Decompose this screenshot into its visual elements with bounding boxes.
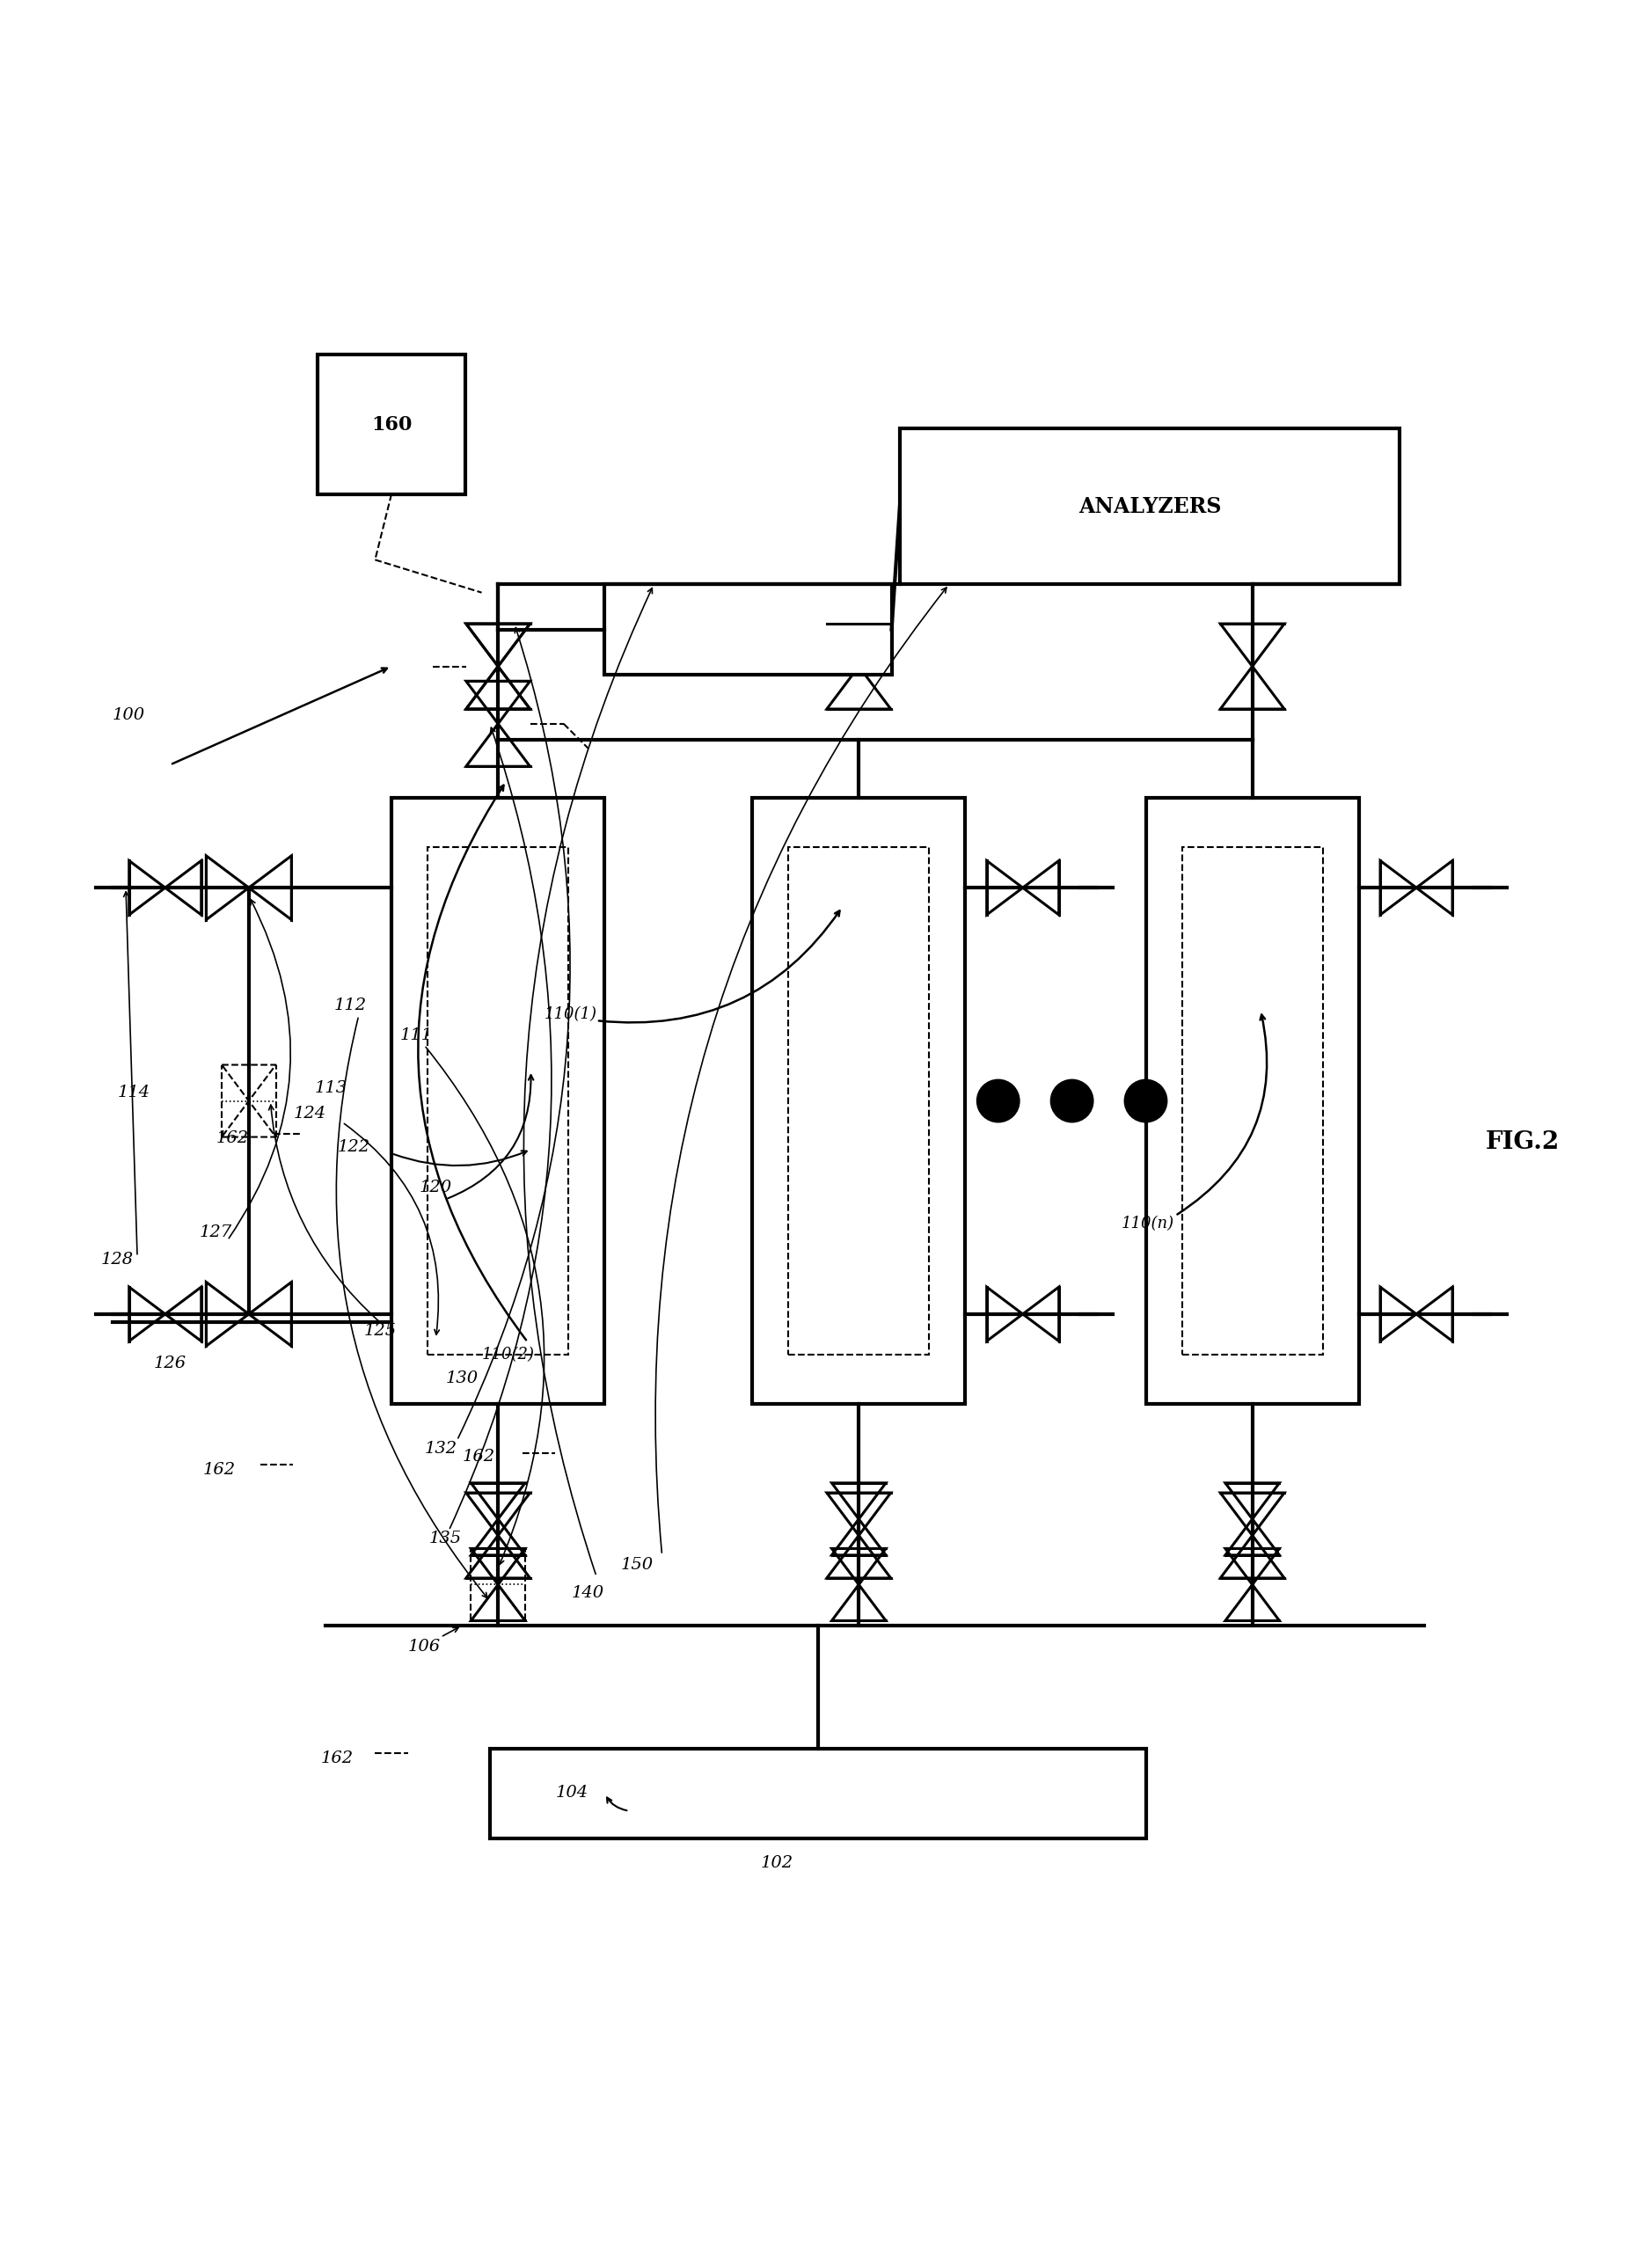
Text: 150: 150	[621, 1558, 654, 1573]
Text: 132: 132	[425, 1441, 458, 1456]
Text: 127: 127	[200, 1225, 233, 1240]
Text: 120: 120	[420, 1180, 453, 1195]
Text: 162: 162	[463, 1450, 494, 1465]
Text: 125: 125	[363, 1324, 396, 1339]
Text: 100: 100	[112, 707, 145, 723]
Text: 102: 102	[760, 1855, 793, 1871]
Text: 114: 114	[117, 1085, 150, 1101]
Text: 130: 130	[446, 1371, 477, 1387]
Circle shape	[1125, 1080, 1166, 1123]
Text: 140: 140	[572, 1585, 605, 1600]
Text: 162: 162	[320, 1751, 354, 1767]
Text: 128: 128	[101, 1252, 134, 1267]
Text: 104: 104	[555, 1785, 588, 1801]
Bar	[392, 797, 605, 1405]
Bar	[1146, 797, 1360, 1405]
Text: 106: 106	[408, 1639, 441, 1654]
Text: FIG.2: FIG.2	[1485, 1130, 1559, 1155]
Text: 113: 113	[314, 1080, 347, 1096]
Circle shape	[976, 1080, 1019, 1123]
Bar	[605, 585, 892, 675]
Bar	[752, 797, 965, 1405]
Text: 110(n): 110(n)	[1122, 1216, 1175, 1231]
Bar	[788, 846, 930, 1355]
Text: 110(2): 110(2)	[482, 1346, 535, 1364]
Circle shape	[1051, 1080, 1094, 1123]
Text: 135: 135	[430, 1531, 463, 1546]
Bar	[317, 356, 466, 495]
Bar	[491, 1749, 1146, 1839]
Text: 112: 112	[334, 997, 367, 1013]
Text: 162: 162	[203, 1461, 236, 1477]
Text: 126: 126	[154, 1355, 187, 1371]
Bar	[428, 846, 568, 1355]
Text: 122: 122	[337, 1139, 370, 1155]
Text: 111: 111	[400, 1026, 433, 1042]
Bar	[1181, 846, 1323, 1355]
Text: 160: 160	[372, 414, 411, 434]
Text: 162: 162	[216, 1130, 249, 1146]
Text: 110(1): 110(1)	[544, 1006, 596, 1022]
Bar	[900, 428, 1399, 585]
Text: 124: 124	[292, 1105, 325, 1121]
Text: ANALYZERS: ANALYZERS	[1079, 495, 1221, 518]
